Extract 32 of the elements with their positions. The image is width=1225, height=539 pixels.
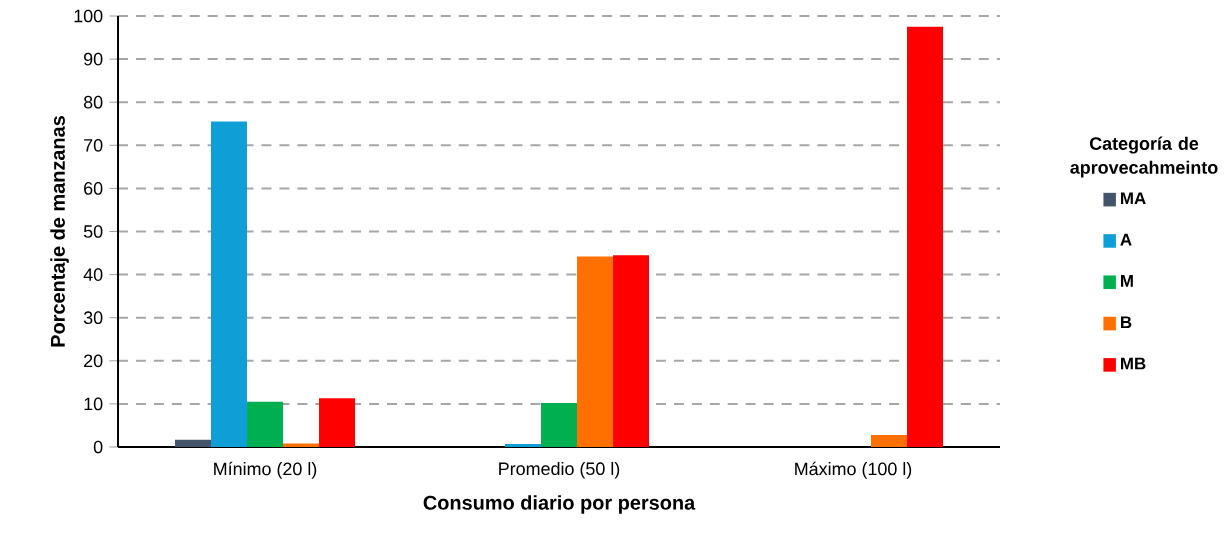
x-tick-label: Mínimo (20 l)	[214, 461, 317, 479]
bar	[613, 255, 650, 447]
bar	[319, 398, 356, 447]
y-tick-label: 20	[84, 354, 103, 368]
legend-label: M	[1121, 275, 1133, 287]
bar	[577, 256, 614, 447]
x-tick-label: Máximo (100 l)	[795, 461, 912, 479]
legend-label: MB	[1121, 357, 1146, 370]
y-tick-label: 0	[93, 440, 103, 454]
x-axis-title: Consumo diario por persona	[423, 495, 696, 514]
legend-label: B	[1121, 316, 1132, 329]
y-axis-title: Porcentaje de manzanas	[50, 116, 69, 347]
bar	[175, 439, 212, 447]
y-tick-label: 80	[83, 95, 103, 109]
y-tick-label: 50	[83, 225, 103, 238]
bar	[871, 434, 908, 447]
x-tick-label: Promedio (50 l)	[499, 461, 620, 479]
bar	[541, 403, 578, 447]
y-tick-label: 40	[83, 268, 103, 281]
y-tick-label: 30	[83, 311, 103, 325]
bar	[211, 121, 248, 447]
y-tick-label: 90	[84, 52, 103, 66]
legend-title: Categoría de aprovecahmeinto	[1070, 136, 1218, 178]
y-tick-label: 10	[84, 397, 103, 411]
y-tick-label: 100	[74, 9, 103, 23]
bar	[247, 401, 284, 447]
legend-label: A	[1120, 233, 1132, 246]
bar	[907, 26, 944, 447]
bar	[505, 443, 542, 447]
y-tick-label: 60	[84, 182, 103, 195]
legend-label: MA	[1121, 192, 1146, 205]
y-tick-label: 70	[84, 138, 103, 152]
